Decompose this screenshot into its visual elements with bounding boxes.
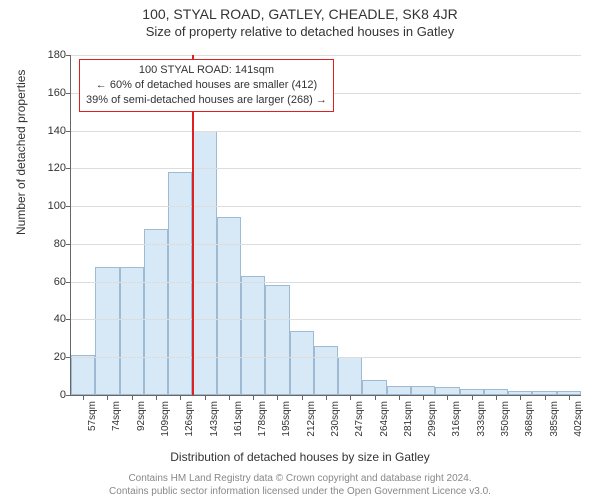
x-tick-mark [375,395,376,400]
x-tick-mark [520,395,521,400]
gridline [71,357,581,358]
x-tick-mark [569,395,570,400]
plot-area: 02040608010012014016018057sqm74sqm92sqm1… [70,55,581,396]
gridline [71,168,581,169]
y-tick-label: 160 [26,87,66,99]
y-tick-mark [66,357,71,358]
gridline [71,282,581,283]
x-tick-mark [229,395,230,400]
y-tick-label: 20 [26,351,66,363]
annotation-line: 39% of semi-detached houses are larger (… [86,93,327,108]
x-tick-mark [472,395,473,400]
bar [290,331,314,395]
gridline [71,55,581,56]
chart-subtitle: Size of property relative to detached ho… [0,22,600,39]
bar [435,387,459,395]
x-tick-mark [496,395,497,400]
x-tick-mark [423,395,424,400]
bar [95,267,119,395]
bar [387,386,411,395]
gridline [71,319,581,320]
chart-title: 100, STYAL ROAD, GATLEY, CHEADLE, SK8 4J… [0,0,600,22]
y-tick-label: 120 [26,162,66,174]
x-tick-mark [205,395,206,400]
bar [144,229,168,395]
x-axis-label: Distribution of detached houses by size … [0,450,600,464]
x-tick-mark [326,395,327,400]
bar [362,380,386,395]
x-tick-mark [107,395,108,400]
x-tick-mark [545,395,546,400]
y-tick-mark [66,131,71,132]
y-tick-mark [66,93,71,94]
x-tick-mark [156,395,157,400]
x-tick-mark [277,395,278,400]
y-tick-mark [66,168,71,169]
y-tick-mark [66,206,71,207]
x-tick-mark [83,395,84,400]
y-tick-mark [66,244,71,245]
y-tick-label: 100 [26,200,66,212]
x-tick-mark [253,395,254,400]
chart-area: 02040608010012014016018057sqm74sqm92sqm1… [70,55,580,415]
y-tick-label: 0 [26,389,66,401]
gridline [71,206,581,207]
footer-attribution: Contains HM Land Registry data © Crown c… [0,473,600,498]
x-tick-mark [447,395,448,400]
y-tick-mark [66,319,71,320]
y-tick-label: 140 [26,125,66,137]
y-tick-mark [66,395,71,396]
gridline [71,131,581,132]
bar [314,346,338,395]
gridline [71,244,581,245]
annotation-box: 100 STYAL ROAD: 141sqm← 60% of detached … [79,59,334,112]
bar [241,276,265,395]
bar [265,285,289,395]
bar [71,355,95,395]
x-tick-mark [350,395,351,400]
footer-line-2: Contains public sector information licen… [0,486,600,499]
y-tick-mark [66,282,71,283]
footer-line-1: Contains HM Land Registry data © Crown c… [0,473,600,486]
y-tick-label: 180 [26,49,66,61]
bar [192,131,216,395]
annotation-line: 100 STYAL ROAD: 141sqm [86,63,327,78]
chart-container: 100, STYAL ROAD, GATLEY, CHEADLE, SK8 4J… [0,0,600,500]
x-tick-mark [180,395,181,400]
bar [411,386,435,395]
bar [338,357,362,395]
y-tick-label: 40 [26,313,66,325]
y-tick-label: 60 [26,276,66,288]
x-tick-mark [132,395,133,400]
annotation-line: ← 60% of detached houses are smaller (41… [86,78,327,93]
bar [120,267,144,395]
y-tick-mark [66,55,71,56]
x-tick-mark [302,395,303,400]
y-tick-label: 80 [26,238,66,250]
x-tick-mark [399,395,400,400]
